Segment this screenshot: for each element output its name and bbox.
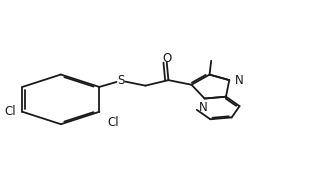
Text: N: N	[199, 101, 207, 114]
Text: N: N	[235, 74, 244, 87]
Text: Cl: Cl	[108, 116, 119, 129]
Text: O: O	[162, 52, 171, 65]
Text: S: S	[117, 74, 124, 87]
Text: Cl: Cl	[4, 105, 16, 118]
